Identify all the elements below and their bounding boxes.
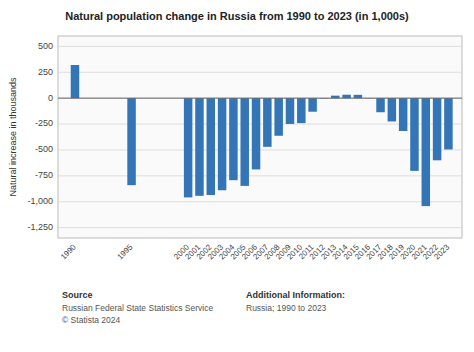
bar [376, 98, 384, 112]
y-tick-label: -1,250 [27, 222, 53, 232]
bar [297, 98, 305, 123]
title: Natural population change in Russia from… [65, 10, 409, 22]
bar [286, 98, 294, 124]
x-tick-label: 1990 [59, 242, 78, 261]
y-tick-label: 250 [38, 67, 53, 77]
annotation-line: Russia; 1990 to 2023 [246, 303, 327, 313]
chart: -1,250 -1,000 -750 -500 -250 0 250 500 1990 1995 2… [0, 0, 474, 352]
x-tick-label: 1995 [116, 242, 135, 261]
y-grid [58, 46, 462, 227]
annotation-line: © Statista 2024 [62, 315, 121, 325]
bar [229, 98, 237, 180]
y-tick-label: -250 [35, 118, 53, 128]
bar [218, 98, 226, 190]
annotation-label: Source [62, 290, 93, 300]
grid-line [58, 175, 462, 176]
y-tick-label: 0 [48, 93, 53, 103]
y-tick-labels: -1,250 -1,000 -750 -500 -250 0 250 500 [27, 41, 53, 232]
plot-frame [58, 36, 462, 238]
bars [71, 65, 453, 206]
y-tick-label: -500 [35, 144, 53, 154]
bar [71, 65, 79, 98]
bar [240, 98, 248, 186]
annotation-body: Russia; 1990 to 2023 [246, 303, 327, 313]
bar [184, 98, 192, 197]
annotation-line: Source [62, 290, 93, 300]
bar [195, 98, 203, 196]
page: {"chart_data": {"type": "bar", "title": … [0, 0, 474, 352]
bar [308, 98, 316, 112]
zero-line [58, 98, 462, 99]
bar [274, 98, 282, 136]
bar [342, 95, 350, 98]
bar [252, 98, 260, 169]
x-tick-labels: 1990199520002001200220032004200520062007… [59, 242, 452, 261]
annotation-body: Russian Federal State Statistics Service… [62, 303, 213, 325]
bar [410, 98, 418, 171]
y-tick-label: -750 [35, 170, 53, 180]
annotation-line: Russian Federal State Statistics Service [62, 303, 213, 313]
bar [388, 98, 396, 121]
bar [422, 98, 430, 206]
bar [399, 98, 407, 131]
y-axis-label: Natural increase in thousands [8, 77, 18, 197]
annotation-line: Additional Information: [246, 290, 345, 300]
bar [127, 98, 135, 185]
grid-line [58, 227, 462, 228]
bar [444, 98, 452, 149]
x-tick-label: 2023 [432, 242, 451, 261]
grid-line [58, 72, 462, 73]
y-tick-label: 500 [38, 41, 53, 51]
grid-line [58, 98, 462, 99]
background [0, 0, 474, 352]
bar [433, 98, 441, 160]
bar [207, 98, 215, 195]
grid-line [58, 46, 462, 47]
bar [263, 98, 271, 147]
grid-line [58, 201, 462, 202]
y-tick-label: -1,000 [27, 196, 53, 206]
annotation-label: Additional Information: [246, 290, 345, 300]
